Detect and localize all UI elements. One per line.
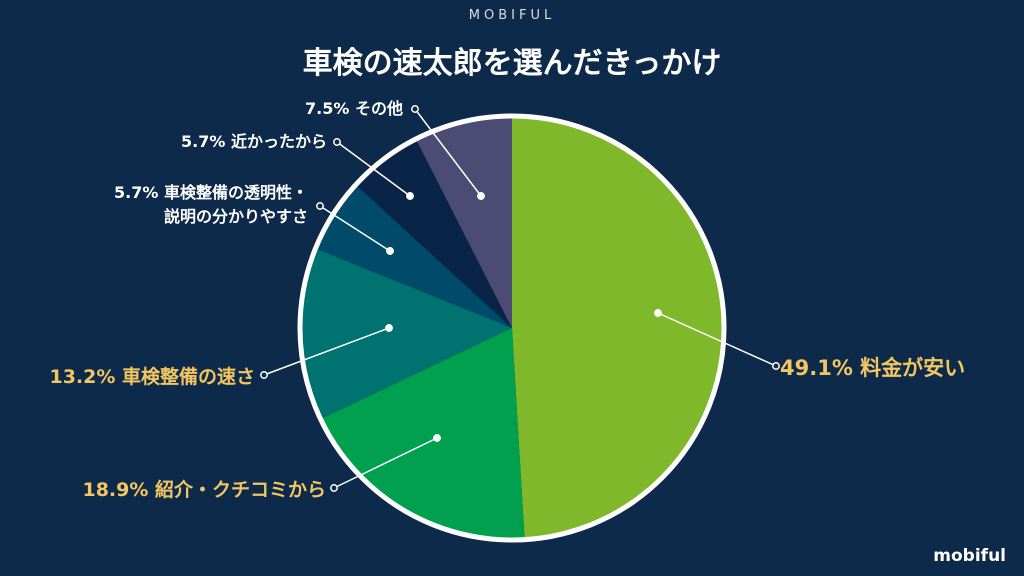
pie-slice-2 (320, 328, 525, 540)
leader-dot-inner-2 (433, 434, 441, 442)
pie-slice-3 (300, 248, 512, 420)
pie-slice-6 (415, 116, 512, 328)
chart-title: 車検の速太郎を選んだきっかけ (302, 46, 722, 81)
leader-dot-inner-6 (477, 192, 485, 200)
leader-dot-outer-1 (772, 362, 780, 370)
leader-line-3 (263, 327, 390, 376)
pie-slice-4 (315, 184, 512, 328)
leader-dot-outer-6 (411, 105, 419, 113)
pie-outline (297, 113, 727, 543)
brand-bottom: mobiful (933, 546, 1006, 566)
slice-label-2: 18.9% 紹介・クチコミから (82, 478, 326, 501)
leader-line-1 (657, 312, 777, 367)
leader-dot-outer-4 (316, 202, 324, 210)
leader-line-5 (336, 141, 411, 197)
pie-slice-1 (512, 116, 724, 540)
pie-slice-5 (355, 139, 512, 328)
leader-line-4 (319, 205, 391, 252)
leader-dot-outer-2 (330, 484, 338, 492)
slice-label-4-line-2: 説明の分かりやすさ (164, 207, 308, 226)
slice-label-4-line-1: 5.7% 車検整備の透明性・ (114, 183, 308, 202)
leader-dot-inner-4 (386, 247, 394, 255)
leader-line-2 (333, 437, 438, 489)
leader-dot-inner-1 (654, 309, 662, 317)
leader-dot-outer-5 (333, 138, 341, 146)
slice-label-3: 13.2% 車検整備の速さ (49, 365, 255, 388)
leader-line-6 (414, 108, 482, 197)
leader-dot-inner-3 (385, 324, 393, 332)
slice-label-5: 5.7% 近かったから (181, 132, 327, 151)
slice-label-6: 7.5% その他 (305, 99, 403, 118)
brand-top: MOBIFUL (468, 8, 556, 23)
leader-dot-outer-3 (260, 371, 268, 379)
leader-dot-inner-5 (406, 192, 414, 200)
slice-label-1: 49.1% 料金が安い (780, 356, 965, 380)
